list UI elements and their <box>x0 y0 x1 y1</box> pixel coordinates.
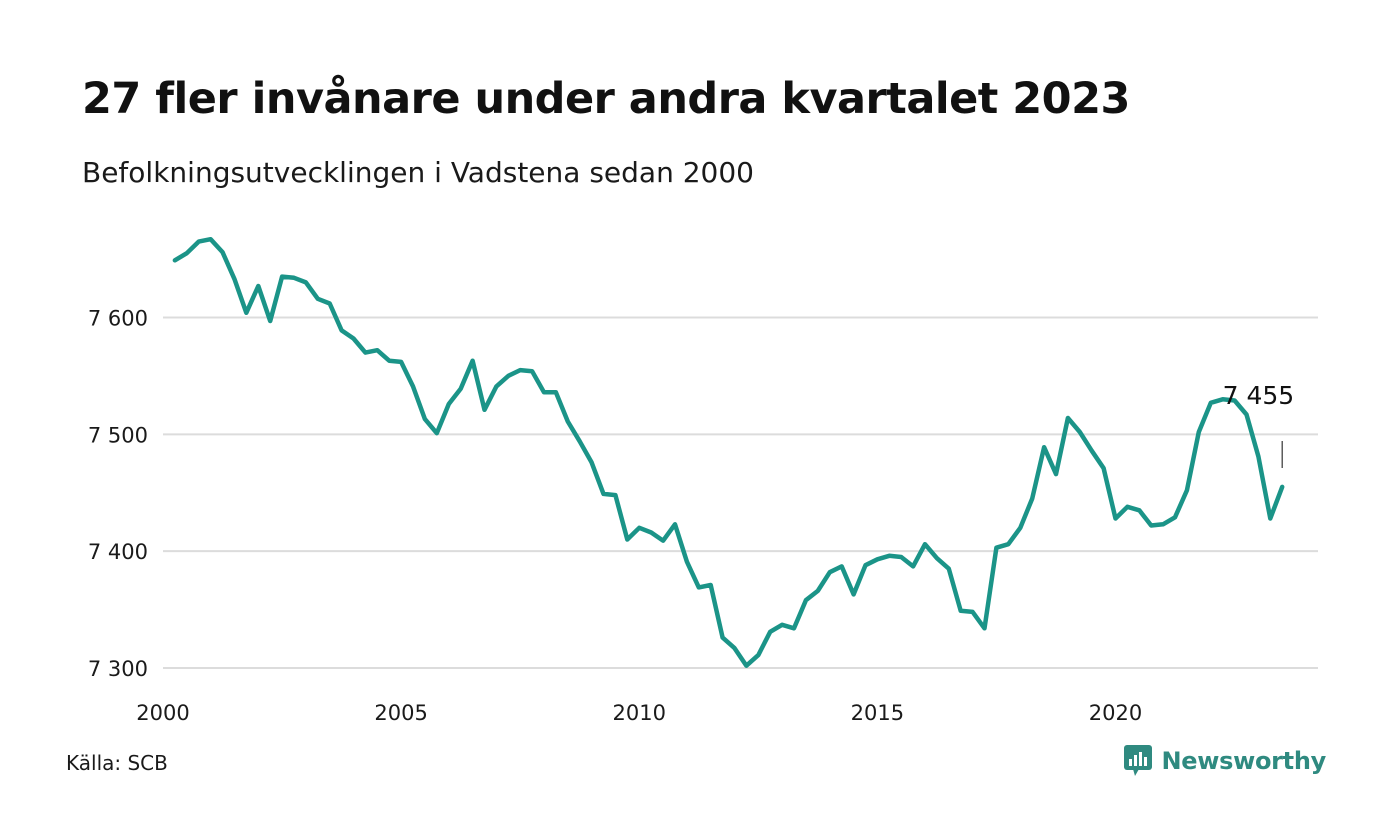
chart-subtitle: Befolkningsutvecklingen i Vadstena sedan… <box>82 156 754 189</box>
x-tick-label: 2020 <box>1089 701 1142 725</box>
x-tick-label: 2015 <box>851 701 904 725</box>
x-tick-label: 2005 <box>374 701 427 725</box>
chart-title: 27 fler invånare under andra kvartalet 2… <box>82 74 1130 124</box>
series-line <box>172 236 1285 668</box>
last-value-label: 7 455 <box>1223 381 1295 410</box>
y-tick-label: 7 500 <box>88 423 148 447</box>
y-tick-label: 7 300 <box>88 657 148 681</box>
newsworthy-logo-icon <box>1124 745 1153 776</box>
x-tick-label: 2000 <box>136 701 189 725</box>
brand-logo: Newsworthy <box>1123 744 1326 778</box>
y-tick-label: 7 400 <box>88 540 148 564</box>
brand-name: Newsworthy <box>1161 747 1326 775</box>
y-tick-label: 7 600 <box>88 307 148 331</box>
x-tick-label: 2010 <box>613 701 666 725</box>
source-note: Källa: SCB <box>66 751 168 775</box>
